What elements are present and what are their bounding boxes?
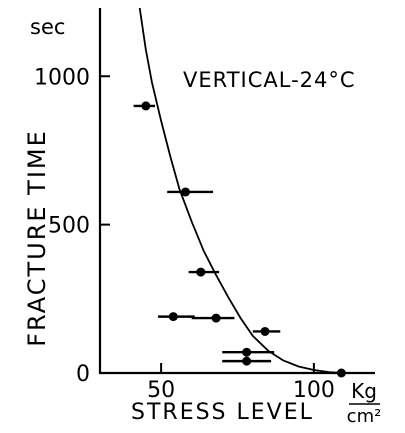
axis-lines [98, 8, 375, 375]
x-tick-label: 50 [147, 378, 175, 403]
axis-ticks: 0 500 1000 50 100 [34, 65, 335, 403]
y-axis-label: FRACTURE TIME [23, 129, 51, 347]
data-point [242, 356, 252, 366]
y-tick-label: 500 [48, 214, 90, 239]
x-tick-label: 100 [293, 378, 335, 403]
x-axis-label: STRESS LEVEL [131, 400, 314, 425]
y-tick-label: 1000 [34, 65, 90, 90]
data-point [196, 267, 206, 277]
fit-curve-line [138, 7, 345, 374]
data-point [168, 312, 178, 322]
annotation-text: VERTICAL-24°C [183, 68, 356, 92]
data-points [133, 101, 346, 378]
data-point [211, 313, 221, 323]
data-point [181, 187, 191, 197]
plot-frame [98, 8, 375, 375]
x-unit-denominator: cm² [347, 406, 382, 427]
y-unit-label: sec [30, 15, 65, 39]
x-unit-numerator: Kg [351, 379, 377, 403]
fit-curve [138, 7, 345, 374]
data-point [242, 347, 252, 357]
data-point [336, 368, 346, 378]
chart-text: sec FRACTURE TIME VERTICAL-24°C STRESS LEVE… [23, 15, 381, 427]
y-tick-label: 0 [76, 362, 90, 387]
data-point [141, 101, 151, 111]
data-point [260, 326, 270, 336]
